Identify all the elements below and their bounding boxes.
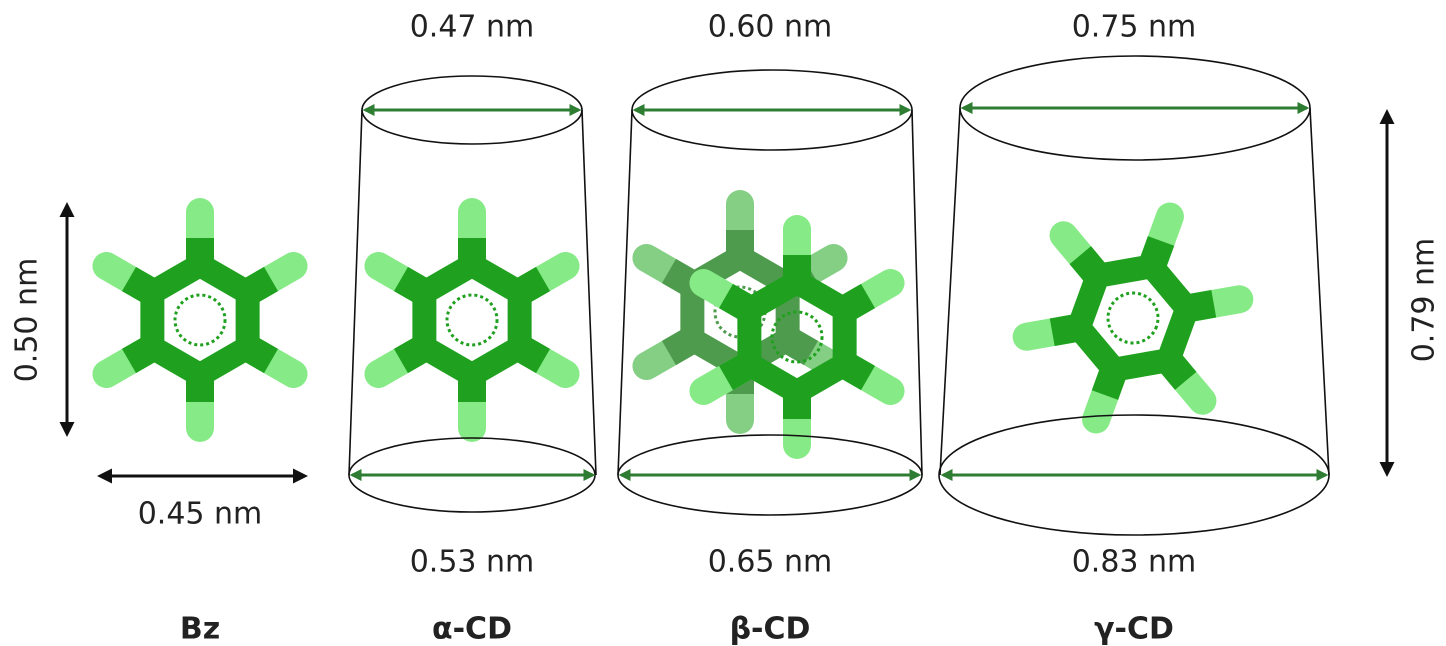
bottom-diameter: 0.53 nm — [410, 545, 535, 580]
benzene-model — [92, 198, 308, 442]
cd-label: α-CD — [432, 612, 512, 646]
bz-height: 0.50 nm — [10, 258, 45, 383]
bottom-diameter: 0.65 nm — [708, 545, 833, 580]
benzene-model — [1012, 202, 1254, 434]
bottom-diameter: 0.83 nm — [1072, 545, 1197, 580]
top-diameter: 0.60 nm — [708, 10, 833, 45]
beta-cup — [617, 69, 923, 516]
cup-height: 0.79 nm — [1407, 238, 1442, 363]
benzene-model — [689, 215, 905, 459]
bz-label: Bz — [180, 612, 220, 646]
cd-label: γ-CD — [1094, 612, 1174, 646]
gamma-cup — [938, 55, 1330, 536]
benzene-model — [364, 198, 580, 442]
top-diameter: 0.47 nm — [410, 10, 535, 45]
top-diameter: 0.75 nm — [1072, 10, 1197, 45]
cd-label: β-CD — [730, 612, 811, 646]
alpha-cup — [348, 75, 597, 513]
bz-width: 0.45 nm — [138, 497, 263, 532]
molecules — [92, 190, 1254, 459]
